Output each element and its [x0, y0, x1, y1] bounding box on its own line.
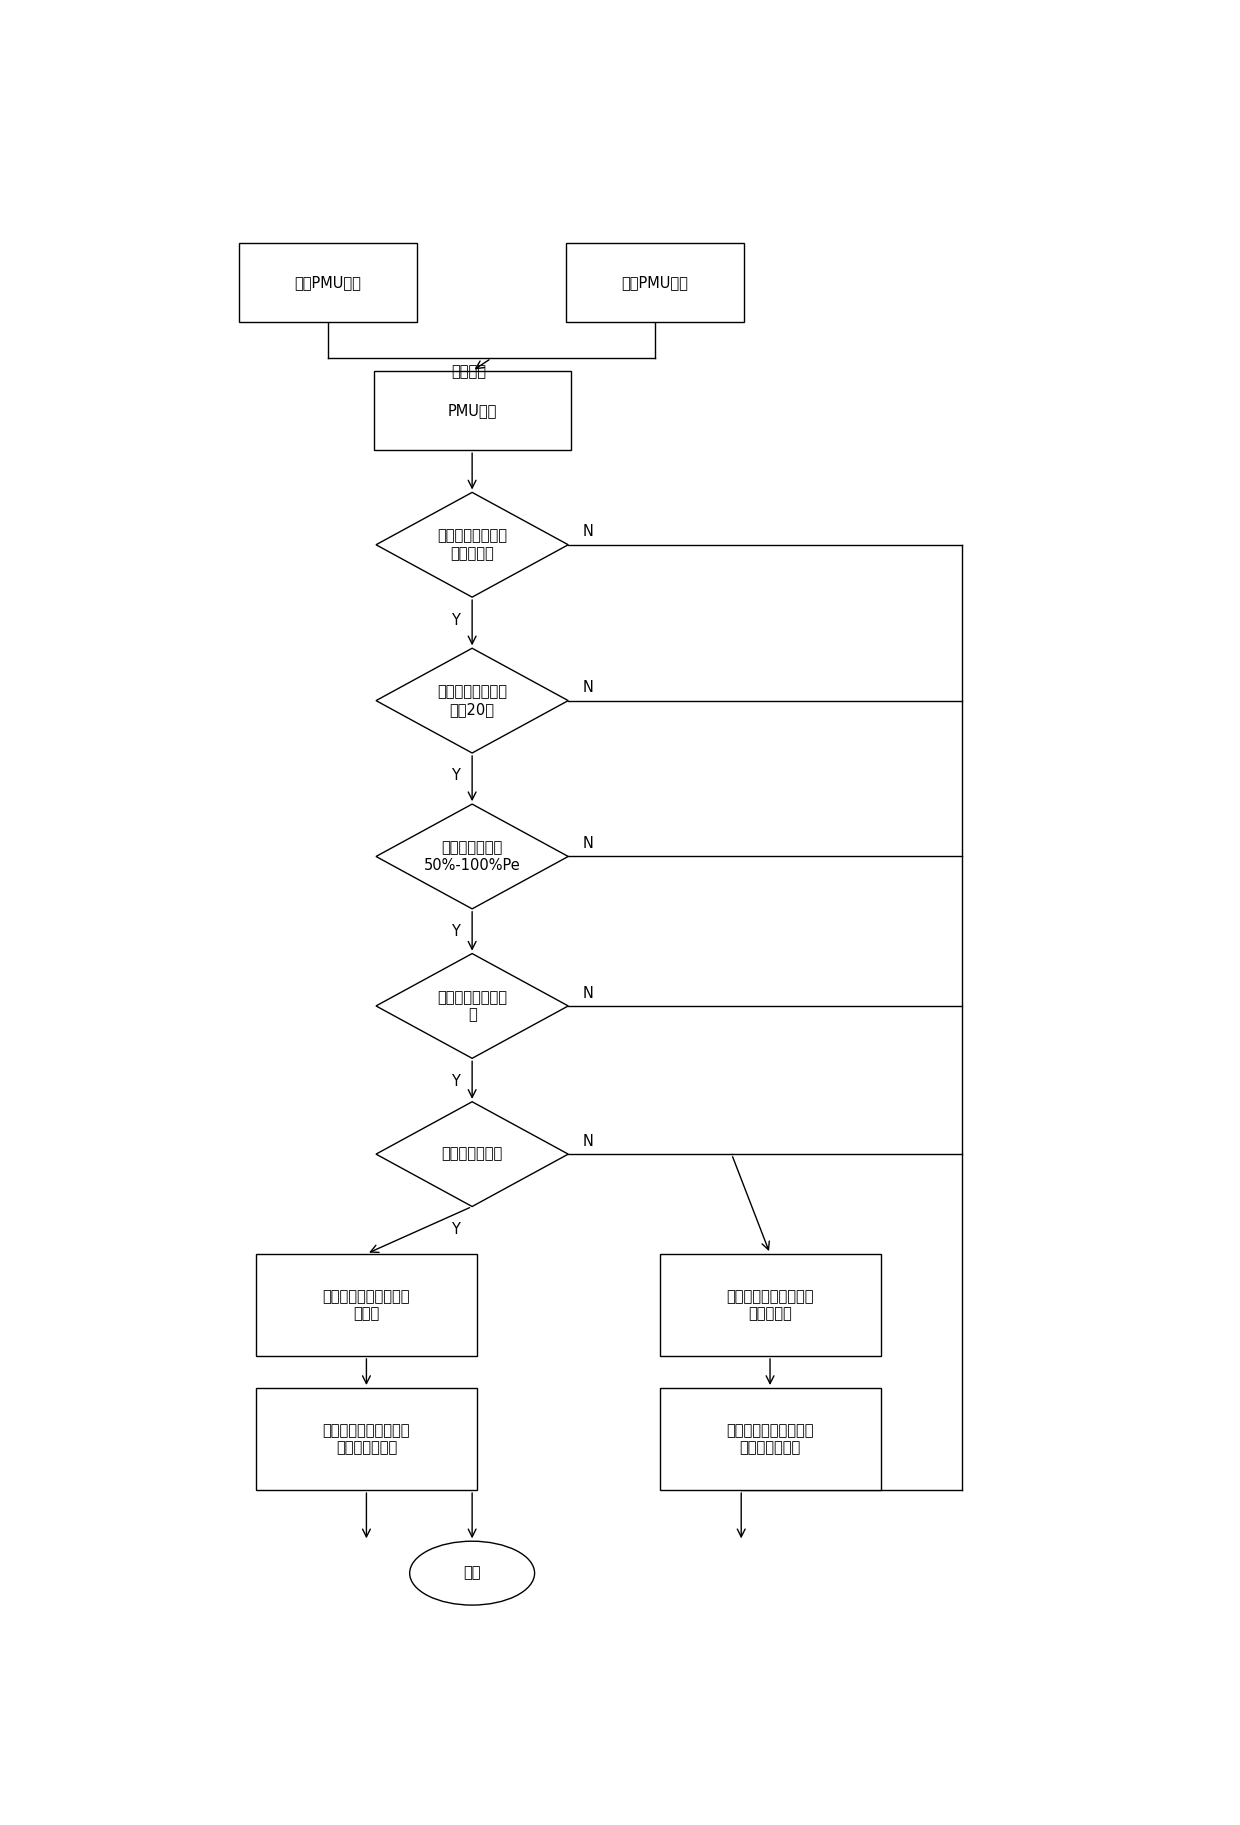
- Text: N: N: [583, 986, 594, 1000]
- Text: 电网频率为有效扰
动: 电网频率为有效扰 动: [438, 989, 507, 1022]
- Text: 电网频率小扰动一次调
频性能考核方法: 电网频率小扰动一次调 频性能考核方法: [727, 1424, 813, 1455]
- Text: PMU主站: PMU主站: [448, 403, 497, 418]
- Text: Y: Y: [451, 768, 460, 783]
- Text: Y: Y: [451, 923, 460, 940]
- Polygon shape: [376, 953, 568, 1058]
- Bar: [565, 243, 744, 323]
- Text: 电厂PMU子站: 电厂PMU子站: [295, 276, 361, 290]
- Text: 电网频率大扰动一次调
频性能考核方法: 电网频率大扰动一次调 频性能考核方法: [322, 1424, 410, 1455]
- Text: 机组有功功率在
50%-100%Pe: 机组有功功率在 50%-100%Pe: [424, 840, 521, 872]
- Text: 距离上次考核结束
超过20秒: 距离上次考核结束 超过20秒: [438, 684, 507, 717]
- Text: N: N: [583, 1133, 594, 1150]
- Polygon shape: [376, 648, 568, 754]
- Text: N: N: [583, 524, 594, 540]
- Text: Y: Y: [451, 613, 460, 628]
- Ellipse shape: [409, 1540, 534, 1606]
- Bar: [660, 1389, 880, 1489]
- Bar: [373, 370, 570, 451]
- Bar: [239, 243, 417, 323]
- Text: 数据采集: 数据采集: [451, 365, 486, 380]
- Text: 电网频率大扰动: 电网频率大扰动: [441, 1146, 502, 1163]
- Polygon shape: [376, 805, 568, 909]
- Bar: [255, 1254, 477, 1356]
- Text: 机组母线频率偏差
超过死区值: 机组母线频率偏差 超过死区值: [438, 529, 507, 560]
- Bar: [660, 1254, 880, 1356]
- Bar: [255, 1389, 477, 1489]
- Text: N: N: [583, 681, 594, 695]
- Text: N: N: [583, 836, 594, 850]
- Text: Y: Y: [451, 1073, 460, 1090]
- Text: 机组速度变动率综合指
标计算: 机组速度变动率综合指 标计算: [322, 1288, 410, 1321]
- Polygon shape: [376, 493, 568, 597]
- Text: Y: Y: [451, 1223, 460, 1237]
- Text: 电网小扰动机组贡献电
量判定指标: 电网小扰动机组贡献电 量判定指标: [727, 1288, 813, 1321]
- Text: 结束: 结束: [464, 1566, 481, 1580]
- Text: 电厂PMU子站: 电厂PMU子站: [621, 276, 688, 290]
- Polygon shape: [376, 1102, 568, 1206]
